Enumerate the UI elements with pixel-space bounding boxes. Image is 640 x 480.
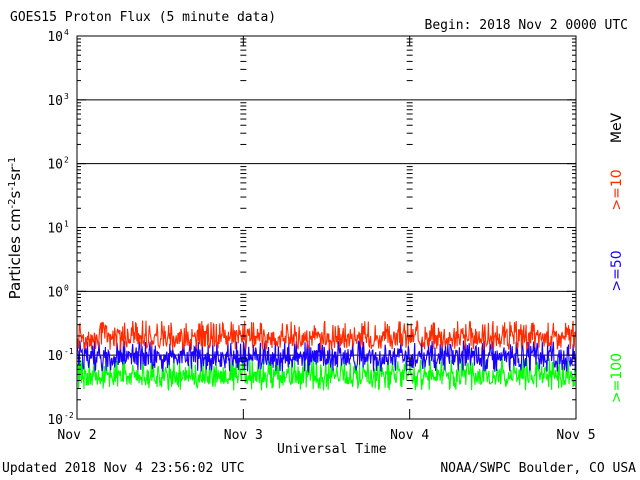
x-axis-title: Universal Time [277,442,387,457]
y-tick-exponent: -1 [64,347,74,356]
x-tick-label: Nov 5 [556,428,595,443]
y-axis-title: Particles cm-2s-1sr-1 [6,157,24,300]
y-tick-exponent: 1 [64,220,69,229]
x-tick-label: Nov 3 [224,428,263,443]
series-line [76,357,577,391]
y-tick-label: 10 [47,94,63,109]
y-tick-label: 10 [47,285,63,300]
y-tick-exponent: -2 [64,411,74,420]
y-tick-exponent: 0 [64,283,69,292]
y-tick-exponent: 2 [64,156,69,165]
y-tick-exponent: 3 [64,92,69,101]
legend-series-label: >=100 [609,353,625,403]
y-tick-exponent: 4 [64,28,69,37]
y-tick-label: 10 [47,30,63,45]
series-line [76,339,577,374]
chart-title: GOES15 Proton Flux (5 minute data) [10,10,277,25]
series-line [76,320,577,351]
y-tick-label: 10 [47,158,63,173]
y-tick-label: 10 [47,222,63,237]
x-tick-label: Nov 4 [390,428,429,443]
legend-series-label: >=10 [609,169,625,210]
updated-timestamp: Updated 2018 Nov 4 23:56:02 UTC [2,461,245,476]
begin-time-label: Begin: 2018 Nov 2 0000 UTC [424,18,629,33]
x-tick-label: Nov 2 [57,428,96,443]
credit-label: NOAA/SWPC Boulder, CO USA [440,461,636,476]
y-tick-label: 10 [47,349,63,364]
legend-unit-label: MeV [609,112,625,143]
legend-series-label: >=50 [609,250,625,291]
y-tick-label: 10 [47,413,63,428]
